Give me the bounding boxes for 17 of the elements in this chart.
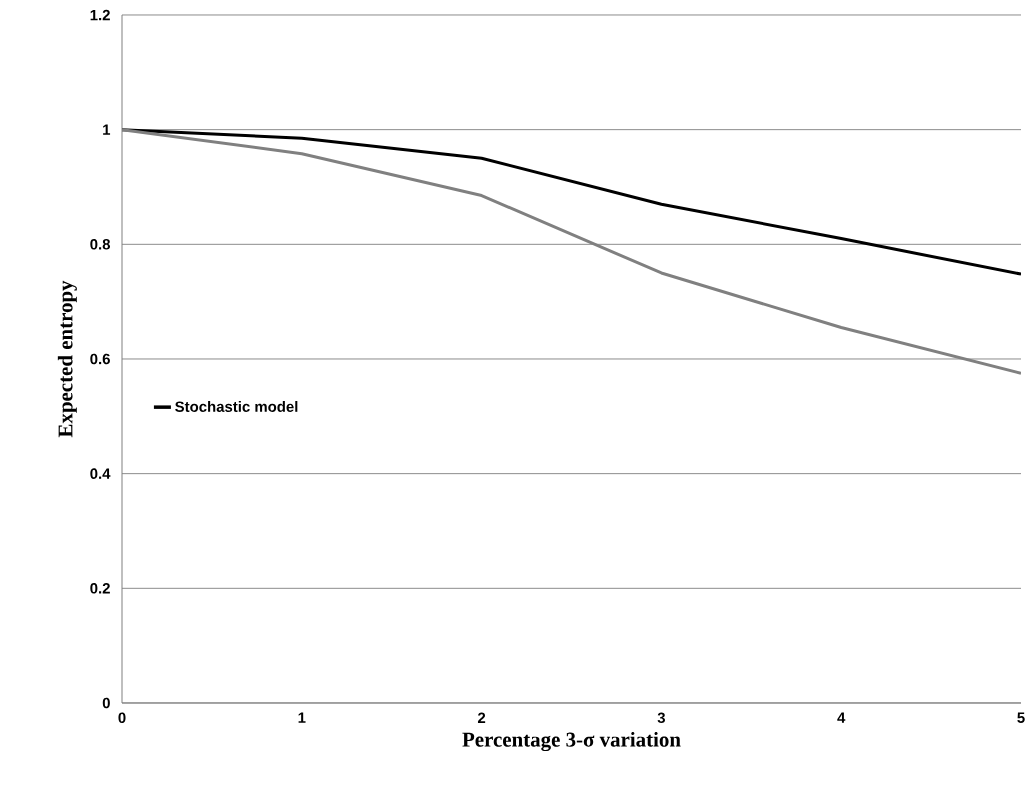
- line-series: [122, 128, 1022, 276]
- y-tick-label: 0.8: [90, 239, 111, 250]
- x-tick-label: 0: [118, 712, 126, 724]
- x-axis-title: Percentage 3-σ variation: [462, 731, 681, 752]
- y-tick-label: 0.2: [90, 583, 110, 594]
- x-tick-label: 1: [298, 712, 306, 723]
- y-tick-label: 1: [103, 124, 111, 135]
- x-tick-label: 3: [657, 712, 666, 724]
- x-tick-label: 4: [837, 712, 846, 723]
- y-tick-label: 1.2: [90, 9, 110, 21]
- x-tick-label: 5: [1017, 712, 1025, 723]
- y-axis-title: Expected entropy: [57, 280, 77, 438]
- legend-label: Stochastic model: [175, 400, 298, 412]
- y-tick-label: 0.4: [90, 468, 111, 479]
- y-tick-label: 0: [102, 697, 110, 709]
- y-tick-label: 0.6: [90, 353, 110, 365]
- x-tick-label: 2: [477, 712, 486, 723]
